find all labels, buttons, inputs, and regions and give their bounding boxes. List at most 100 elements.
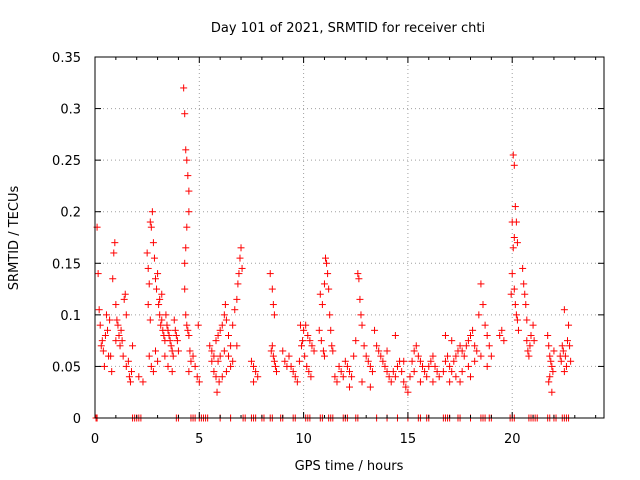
data-point bbox=[348, 373, 356, 381]
data-point bbox=[149, 368, 157, 376]
data-point bbox=[431, 362, 439, 370]
data-point bbox=[158, 290, 166, 298]
data-point bbox=[169, 352, 177, 360]
data-point bbox=[189, 352, 197, 360]
data-point bbox=[173, 337, 181, 345]
data-point bbox=[210, 368, 218, 376]
data-point bbox=[113, 316, 121, 324]
data-point bbox=[513, 239, 521, 247]
data-point bbox=[393, 362, 401, 370]
data-point bbox=[400, 357, 408, 365]
data-point bbox=[364, 357, 372, 365]
data-point bbox=[387, 378, 395, 386]
data-point bbox=[523, 316, 531, 324]
data-point bbox=[362, 352, 370, 360]
data-point bbox=[144, 264, 152, 272]
data-point bbox=[546, 352, 554, 360]
data-point bbox=[381, 362, 389, 370]
data-point bbox=[171, 326, 179, 334]
data-point bbox=[410, 347, 418, 355]
data-point bbox=[229, 321, 237, 329]
data-point bbox=[289, 368, 297, 376]
data-point bbox=[298, 342, 306, 350]
data-point bbox=[156, 295, 164, 303]
data-point bbox=[106, 316, 114, 324]
data-point bbox=[477, 280, 485, 288]
data-point bbox=[182, 146, 190, 154]
data-point bbox=[565, 321, 573, 329]
data-point bbox=[525, 352, 533, 360]
data-point bbox=[423, 373, 431, 381]
data-point bbox=[509, 151, 517, 159]
data-point bbox=[238, 264, 246, 272]
data-point bbox=[548, 362, 556, 370]
y-tick-label: 0 bbox=[73, 412, 81, 427]
data-point bbox=[448, 337, 456, 345]
data-point bbox=[562, 362, 570, 370]
data-point bbox=[183, 321, 191, 329]
data-point bbox=[360, 342, 368, 350]
data-point bbox=[184, 172, 192, 180]
data-point bbox=[126, 378, 134, 386]
data-point bbox=[210, 352, 218, 360]
data-point bbox=[560, 306, 568, 314]
data-point bbox=[548, 388, 556, 396]
data-point bbox=[145, 352, 153, 360]
data-point bbox=[270, 357, 278, 365]
data-point bbox=[545, 378, 553, 386]
data-point bbox=[521, 290, 529, 298]
tick-labels: 0 5 10 15 20 0 0.05 0.1 0.15 0.2 0.25 0.3 0.35 bbox=[52, 51, 520, 447]
data-point bbox=[458, 368, 466, 376]
data-point bbox=[429, 378, 437, 386]
data-point bbox=[483, 362, 491, 370]
data-point bbox=[236, 254, 244, 262]
data-point bbox=[371, 326, 379, 334]
data-point bbox=[421, 368, 429, 376]
data-point bbox=[456, 342, 464, 350]
data-point bbox=[266, 270, 274, 278]
data-point bbox=[233, 295, 241, 303]
data-point bbox=[301, 352, 309, 360]
data-point bbox=[333, 378, 341, 386]
data-point bbox=[441, 331, 449, 339]
data-point bbox=[306, 337, 314, 345]
data-point bbox=[119, 352, 127, 360]
data-point bbox=[161, 352, 169, 360]
data-point bbox=[122, 311, 130, 319]
data-point bbox=[508, 270, 516, 278]
x-tick-label: 15 bbox=[400, 432, 417, 447]
data-point bbox=[227, 342, 235, 350]
data-point bbox=[481, 321, 489, 329]
data-point bbox=[439, 368, 447, 376]
data-point bbox=[346, 368, 353, 376]
data-point bbox=[181, 285, 189, 293]
y-tick-label: 0.2 bbox=[60, 206, 81, 221]
data-point bbox=[391, 331, 399, 339]
data-point bbox=[477, 352, 485, 360]
data-point bbox=[507, 290, 515, 298]
data-point bbox=[404, 388, 412, 396]
data-point bbox=[402, 383, 410, 391]
data-point bbox=[102, 311, 110, 319]
data-point bbox=[216, 326, 224, 334]
data-point bbox=[500, 337, 508, 345]
data-point bbox=[331, 373, 339, 381]
data-point bbox=[326, 311, 334, 319]
data-point bbox=[214, 331, 222, 339]
data-point bbox=[139, 378, 147, 386]
data-point bbox=[124, 357, 132, 365]
data-point bbox=[218, 373, 226, 381]
data-point bbox=[168, 368, 176, 376]
data-point bbox=[145, 280, 153, 288]
data-point bbox=[208, 347, 216, 355]
data-point bbox=[450, 357, 458, 365]
data-point bbox=[487, 352, 495, 360]
data-point bbox=[105, 352, 113, 360]
data-point bbox=[310, 347, 318, 355]
data-point bbox=[519, 264, 527, 272]
data-point bbox=[208, 357, 216, 365]
data-point bbox=[316, 290, 324, 298]
data-point bbox=[218, 321, 226, 329]
data-point bbox=[225, 352, 233, 360]
data-point bbox=[164, 362, 172, 370]
